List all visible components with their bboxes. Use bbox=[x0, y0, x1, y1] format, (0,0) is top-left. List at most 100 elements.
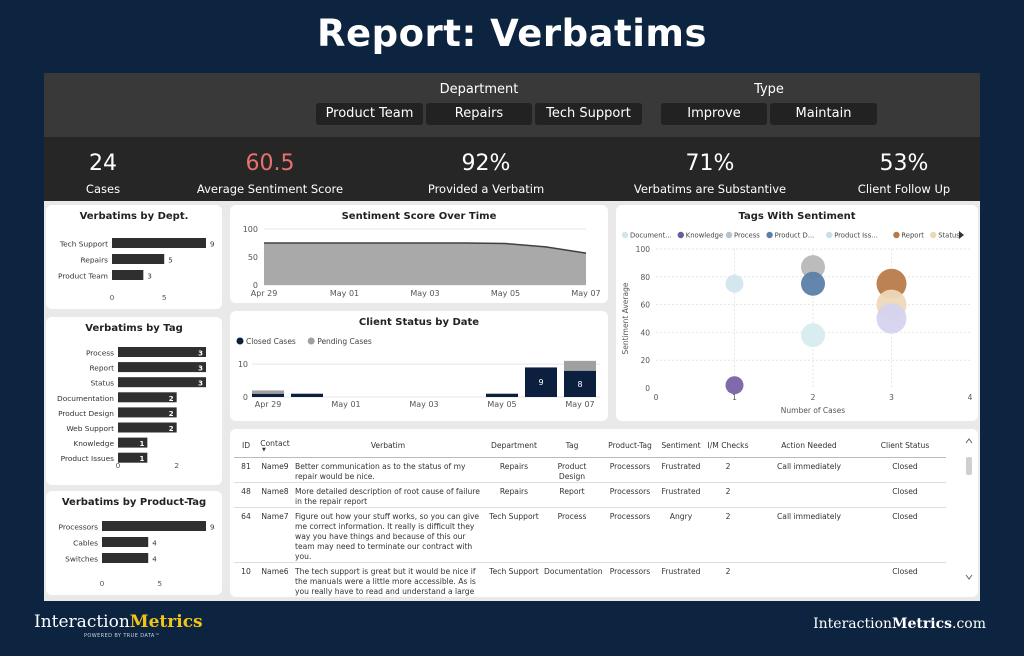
table-row[interactable]: 64 Name7 Figure out how your stuff works… bbox=[234, 507, 946, 563]
y-tick-label: 20 bbox=[640, 356, 650, 365]
table-scrollbar[interactable] bbox=[962, 429, 976, 597]
bar-category-label: Product Issues bbox=[61, 454, 115, 463]
col-sentiment-header[interactable]: Sentiment bbox=[660, 435, 702, 458]
x-tick-label: May 05 bbox=[487, 400, 516, 409]
stacked-bar-segment bbox=[564, 360, 596, 371]
table-row[interactable]: 10 Name6 The tech support is great but i… bbox=[234, 562, 946, 597]
table-row[interactable]: 81 Name9 Better communication as to the … bbox=[234, 457, 946, 483]
cell-verbatim: The tech support is great but it would b… bbox=[292, 562, 484, 597]
filter-tech-support-button[interactable]: Tech Support bbox=[535, 103, 642, 125]
x-tick-label: Apr 29 bbox=[251, 289, 278, 298]
logo-word-interaction: Interaction bbox=[34, 612, 130, 632]
verbatims-by-tag-title: Verbatims by Tag bbox=[85, 323, 183, 334]
cell-contact: Name8 bbox=[258, 482, 292, 508]
bar-data-label: 4 bbox=[152, 556, 157, 564]
filter-product-team-button[interactable]: Product Team bbox=[316, 103, 423, 125]
sentiment-over-time-title: Sentiment Score Over Time bbox=[341, 211, 497, 222]
cell-client-status: Closed bbox=[864, 457, 946, 483]
cell-im-checks: 2 bbox=[702, 482, 754, 508]
cell-department: Repairs bbox=[484, 482, 544, 508]
x-tick-label: 5 bbox=[162, 293, 167, 302]
verbatims-by-product-tag-chart: Processors 9 Cables 4 Switches 4 0 5 bbox=[59, 521, 214, 588]
scroll-thumb[interactable] bbox=[966, 457, 972, 475]
legend-swatch bbox=[893, 231, 900, 239]
cell-department: Repairs bbox=[484, 457, 544, 483]
bar-data-label: 2 bbox=[169, 395, 174, 403]
x-tick-label: 2 bbox=[174, 461, 179, 470]
filter-repairs-button[interactable]: Repairs bbox=[426, 103, 532, 125]
cell-department: Tech Support bbox=[484, 507, 544, 563]
sentiment-over-time-card: Sentiment Score Over Time 100 50 0 Apr 29 Ma… bbox=[230, 205, 608, 303]
verbatims-by-product-tag-card: Verbatims by Product-Tag Processors 9 Cabl… bbox=[46, 491, 222, 595]
cell-contact: Name7 bbox=[258, 507, 292, 563]
legend-swatch bbox=[307, 337, 315, 345]
bar-data-label: 1 bbox=[139, 455, 144, 463]
cell-department: Tech Support bbox=[484, 562, 544, 597]
filter-maintain-button[interactable]: Maintain bbox=[770, 103, 877, 125]
y-axis-label: Sentiment Average bbox=[621, 282, 630, 354]
bar bbox=[112, 254, 165, 264]
bar-data-label: 2 bbox=[169, 425, 174, 433]
col-client-status-header[interactable]: Client Status bbox=[864, 435, 946, 458]
stacked-bar-segment bbox=[252, 390, 284, 394]
kpi-bar: 24 Cases 60.5 Average Sentiment Score 92… bbox=[44, 137, 980, 201]
x-tick-label: May 05 bbox=[491, 289, 520, 298]
bar-data-label: 2 bbox=[169, 410, 174, 418]
kpi-cases: 24 Cases bbox=[58, 137, 148, 196]
area-series bbox=[264, 243, 586, 285]
legend-swatch bbox=[725, 231, 733, 239]
col-contact-label: Contact bbox=[260, 439, 290, 449]
kpi-cases-label: Cases bbox=[85, 182, 121, 196]
scatter-point bbox=[725, 274, 744, 293]
kpi-substantive: 71% Verbatims are Substantive bbox=[626, 137, 794, 196]
bar-category-label: Processors bbox=[59, 523, 99, 532]
bar-data-label: 3 bbox=[198, 380, 203, 388]
bar bbox=[102, 521, 206, 531]
table-row[interactable]: 48 Name8 More detailed description of ro… bbox=[234, 482, 946, 508]
filter-bar: Department Product Team Repairs Tech Sup… bbox=[44, 73, 980, 137]
verbatims-by-tag-card: Verbatims by Tag Process 3 Report 3 Status 3 D… bbox=[46, 317, 222, 485]
kpi-sentiment-value: 60.5 bbox=[245, 151, 295, 176]
legend-swatch bbox=[766, 231, 773, 239]
bar bbox=[118, 347, 206, 357]
kpi-followup: 53% Client Follow Up bbox=[844, 137, 964, 196]
col-action-needed-header[interactable]: Action Needed bbox=[754, 435, 864, 458]
legend-label: Process bbox=[734, 232, 760, 240]
scroll-up-icon[interactable] bbox=[965, 438, 973, 444]
cell-sentiment: Angry bbox=[660, 507, 702, 563]
bar-category-label: Report bbox=[90, 364, 115, 373]
bar-category-label: Product Design bbox=[58, 409, 114, 418]
col-department-header[interactable]: Department bbox=[484, 435, 544, 458]
col-verbatim-header[interactable]: Verbatim bbox=[292, 435, 484, 458]
type-filter-label: Type bbox=[754, 82, 784, 97]
col-contact-header[interactable]: Contact ▼ bbox=[258, 435, 292, 458]
cell-im-checks: 2 bbox=[702, 507, 754, 563]
verbatims-by-dept-chart: Tech Support 9 Repairs 5 Product Team 3 0 5 bbox=[58, 238, 214, 302]
client-status-card: Client Status by Date Closed Cases Pendin… bbox=[230, 311, 608, 421]
filter-improve-button[interactable]: Improve bbox=[661, 103, 767, 125]
legend-label: Knowledge bbox=[686, 232, 723, 240]
cell-action-needed: Call immediately bbox=[754, 457, 864, 483]
scroll-down-icon[interactable] bbox=[965, 574, 973, 580]
col-id-header[interactable]: ID bbox=[234, 435, 258, 458]
client-status-title: Client Status by Date bbox=[358, 317, 480, 328]
col-tag-header[interactable]: Tag bbox=[544, 435, 600, 458]
cell-sentiment: Frustrated bbox=[660, 562, 702, 597]
x-tick-label: 0 bbox=[116, 461, 121, 470]
col-im-checks-header[interactable]: I/M Checks bbox=[702, 435, 754, 458]
kpi-verbatim-label: Provided a Verbatim bbox=[427, 182, 545, 196]
cell-contact: Name9 bbox=[258, 457, 292, 483]
bar bbox=[118, 452, 148, 463]
x-tick-label: May 03 bbox=[409, 400, 438, 409]
col-product-tag-header[interactable]: Product-Tag bbox=[600, 435, 660, 458]
cell-tag: Documentation bbox=[544, 562, 603, 597]
cell-product-tag: Processors bbox=[600, 482, 660, 508]
cell-id: 64 bbox=[234, 507, 258, 563]
legend-label: Product D... bbox=[775, 232, 815, 240]
stacked-bar-segment bbox=[291, 393, 323, 397]
cell-im-checks: 2 bbox=[702, 457, 754, 483]
y-tick-label: 100 bbox=[636, 245, 651, 254]
cell-id: 10 bbox=[234, 562, 258, 597]
footer-url[interactable]: InteractionMetrics.com bbox=[813, 616, 986, 632]
y-tick-label: 40 bbox=[640, 328, 650, 337]
